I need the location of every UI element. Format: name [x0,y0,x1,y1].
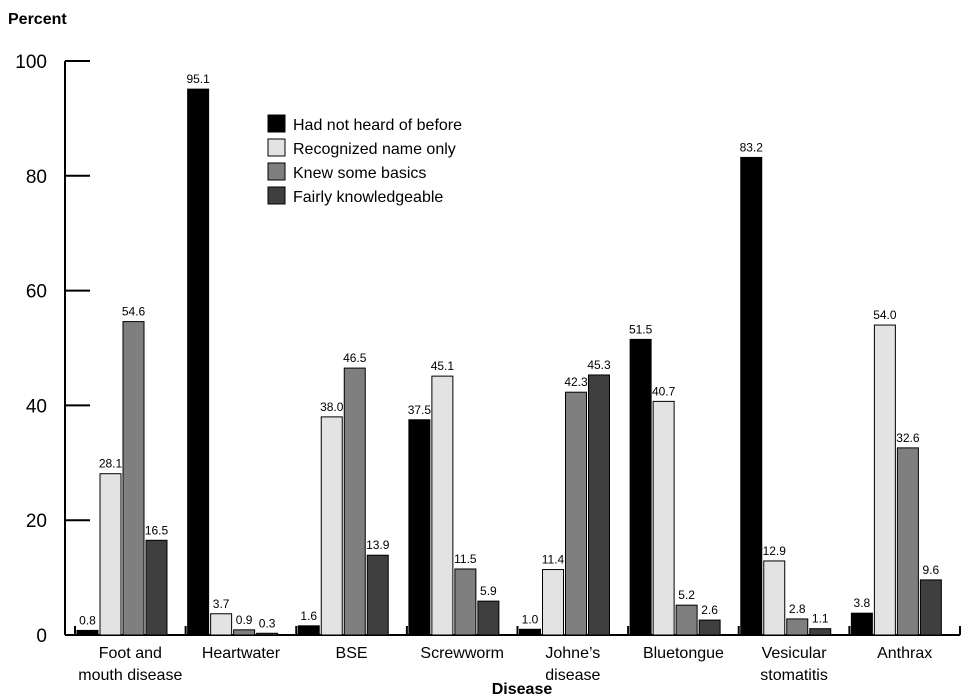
category-label: Anthrax [877,645,932,662]
data-label: 37.5 [408,403,432,417]
category-label: Heartwater [202,645,281,662]
data-label: 13.9 [366,538,390,552]
legend-swatch [267,114,286,133]
category-label: Johne’s disease [545,645,600,684]
bar [763,560,786,636]
category-label: Vesicular stomatitis [760,645,828,684]
bar [187,88,210,636]
legend-label: Fairly knowledgeable [293,189,443,206]
data-label: 3.8 [854,596,871,610]
data-label: 46.5 [343,351,367,365]
data-label: 0.8 [79,613,96,627]
data-label: 16.5 [145,523,169,537]
data-label: 51.5 [629,322,653,336]
data-label: 45.1 [431,359,455,373]
data-label: 54.0 [873,308,897,322]
bar [99,473,122,636]
bar [343,367,366,636]
bar [740,156,763,636]
category-label: BSE [336,645,368,662]
y-tick-label: 60 [26,282,47,303]
data-label: 95.1 [186,72,210,86]
legend-label: Had not heard of before [293,117,462,134]
data-label: 1.0 [522,612,539,626]
y-tick-label: 80 [26,167,47,188]
category-label: Screwworm [420,645,504,662]
bar [588,374,610,636]
bar [919,579,942,636]
data-label: 38.0 [320,400,344,414]
data-label: 1.1 [812,612,829,626]
data-label: 2.6 [701,603,718,617]
bar [320,416,343,636]
bar [809,628,832,636]
data-label: 0.3 [259,616,276,630]
legend: Had not heard of before Recognized name o… [267,114,462,206]
data-label: 54.6 [122,305,146,319]
bar [873,324,896,636]
bar [122,321,145,636]
bar [454,568,477,636]
y-tick-label: 0 [36,626,47,647]
y-tick-label: 40 [26,396,47,417]
bar [477,600,500,636]
bars: 0.8 95.1 1.6 37.5 1.0 51.5 83.2 3.8 28.1 3.7 38.0 4… [76,72,942,636]
bar [76,629,99,636]
legend-swatch [267,162,286,181]
data-label: 11.5 [454,552,477,566]
bar [408,419,431,636]
data-label: 0.9 [236,613,253,627]
data-label: 1.6 [300,609,317,623]
data-label: 2.8 [789,602,806,616]
bar [896,447,919,636]
data-label: 12.9 [763,544,787,558]
bar [233,629,256,636]
legend-swatch [267,138,286,157]
data-label: 5.2 [678,588,695,602]
bar [256,632,279,636]
bar [786,618,809,636]
bar [519,628,541,636]
bar [210,613,233,636]
legend-swatch [267,186,286,205]
data-label: 45.3 [587,358,611,372]
data-label: 42.3 [564,375,588,389]
data-label: 32.6 [896,431,920,445]
data-label: 28.1 [99,457,123,471]
bar [698,619,721,636]
y-axis-title: Percent [8,11,67,28]
data-label: 11.4 [542,553,565,567]
bar [629,338,652,636]
bar [652,400,675,636]
bar [297,625,320,636]
data-label: 83.2 [740,140,764,154]
bar [542,569,564,636]
bar [431,375,454,636]
axes: 0 20 40 60 80 100 Foot and mouth disease Heartwa… [15,52,961,684]
data-label: 3.7 [213,597,230,611]
category-label: Bluetongue [643,645,724,662]
y-tick-label: 100 [15,52,47,73]
y-tick-label: 20 [26,511,47,532]
data-label: 5.9 [480,584,497,598]
bar [675,604,698,636]
data-label: 40.7 [652,384,676,398]
category-label: Foot and mouth disease [78,645,182,684]
bar [145,539,168,636]
legend-label: Recognized name only [293,141,456,158]
bar [850,612,873,636]
data-label: 9.6 [923,563,940,577]
bar [565,391,587,636]
legend-label: Knew some basics [293,165,426,182]
bar [366,554,389,636]
x-axis-title: Disease [492,681,553,696]
